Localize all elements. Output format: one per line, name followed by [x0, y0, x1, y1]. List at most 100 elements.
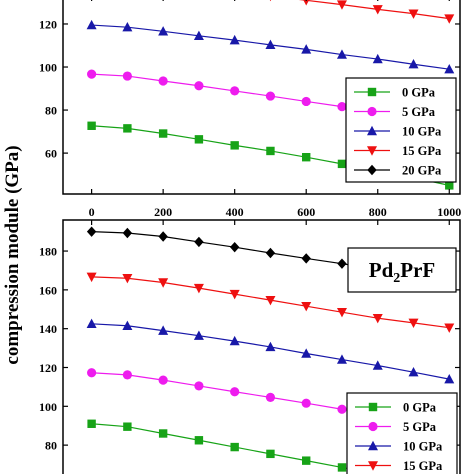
compound-label-subscript: 2 [393, 271, 400, 286]
legend-entry: 0 GPa [355, 401, 437, 415]
legend-marker [368, 440, 378, 451]
data-point [408, 318, 419, 329]
data-point [336, 354, 347, 364]
series-10-gpa [86, 19, 455, 74]
data-point [229, 241, 240, 253]
y-axis-label: compression module (GPa) [2, 145, 23, 364]
data-point [408, 9, 419, 19]
series-15-gpa [269, 0, 455, 24]
data-point [265, 341, 276, 352]
legend-entry: 15 GPa [354, 144, 442, 158]
data-point [158, 375, 168, 385]
data-point [444, 63, 455, 74]
legend-label: 15 GPa [402, 144, 442, 158]
data-point [269, 0, 272, 2]
plot-frame [62, 0, 461, 195]
x-tick-label: 1000 [437, 205, 461, 219]
data-point [86, 19, 97, 30]
legend-label: 0 GPa [403, 401, 437, 415]
data-point [336, 49, 347, 59]
data-point [193, 283, 204, 294]
data-point [337, 258, 347, 269]
data-point [230, 141, 239, 150]
data-point [303, 0, 310, 6]
data-point [122, 71, 132, 81]
legend-entry: 10 GPa [355, 440, 443, 454]
legend-marker [368, 421, 378, 432]
legend-label: 5 GPa [402, 105, 436, 119]
legend-marker [367, 87, 377, 97]
data-point [336, 307, 347, 318]
data-point [86, 318, 97, 329]
data-point [372, 360, 383, 370]
legend-label: 0 GPa [402, 86, 436, 100]
series-line [298, 0, 450, 20]
legend-label: 15 GPa [403, 459, 443, 473]
x-tick-label: 800 [369, 205, 387, 219]
data-point [266, 449, 275, 459]
series-line [91, 323, 450, 380]
y-tick-label: 120 [39, 17, 57, 31]
data-point [266, 146, 275, 156]
legend-entry: 20 GPa [354, 164, 442, 178]
x-tick-label: 600 [297, 205, 315, 219]
data-point [193, 330, 204, 340]
data-point [122, 370, 132, 380]
compound-label-part: PrF [400, 258, 435, 282]
data-point [122, 320, 133, 330]
legend-entry: 5 GPa [354, 105, 436, 119]
x-tick-label: 400 [226, 205, 244, 219]
data-point [372, 5, 383, 15]
data-point [301, 96, 311, 107]
data-point [301, 253, 311, 264]
data-point [336, 0, 347, 10]
series-10-gpa [86, 318, 455, 384]
y-tick-label: 80 [45, 439, 57, 453]
data-point [229, 335, 240, 346]
data-point [337, 404, 347, 414]
data-point [194, 135, 204, 144]
y-tick-label: 140 [39, 322, 57, 336]
data-point [194, 236, 204, 248]
legend-label: 5 GPa [403, 420, 437, 434]
data-point [444, 323, 455, 333]
data-point [87, 368, 97, 378]
data-point [301, 348, 312, 358]
data-point [265, 392, 276, 402]
data-point [158, 429, 168, 438]
data-point [230, 387, 240, 397]
data-point [194, 81, 204, 91]
data-point [122, 227, 133, 239]
data-point [265, 39, 276, 50]
data-point [194, 381, 204, 391]
y-tick-label: 100 [39, 61, 57, 75]
data-point [301, 44, 312, 54]
data-point [86, 226, 97, 237]
data-point [408, 366, 419, 377]
data-point [444, 373, 455, 384]
legend-entry: 5 GPa [355, 420, 437, 434]
data-point [123, 422, 132, 431]
data-point [265, 295, 276, 306]
compound-label-box [347, 247, 457, 293]
y-tick-label: 120 [39, 361, 57, 375]
legend-label: 10 GPa [402, 125, 442, 139]
y-tick-label: 160 [39, 283, 57, 297]
plot-frame [62, 219, 461, 474]
data-point [229, 34, 240, 45]
x-tick-label: 0 [89, 205, 95, 219]
data-point [230, 442, 239, 452]
data-point [302, 456, 311, 465]
data-point [265, 91, 276, 101]
data-point [230, 86, 240, 96]
legend-marker [367, 106, 377, 117]
data-point [123, 124, 132, 133]
data-point [301, 301, 312, 312]
data-point [337, 102, 347, 112]
data-point [158, 26, 169, 36]
legend-box [345, 77, 457, 183]
data-point [301, 398, 311, 408]
legend-entry: 0 GPa [354, 86, 436, 100]
